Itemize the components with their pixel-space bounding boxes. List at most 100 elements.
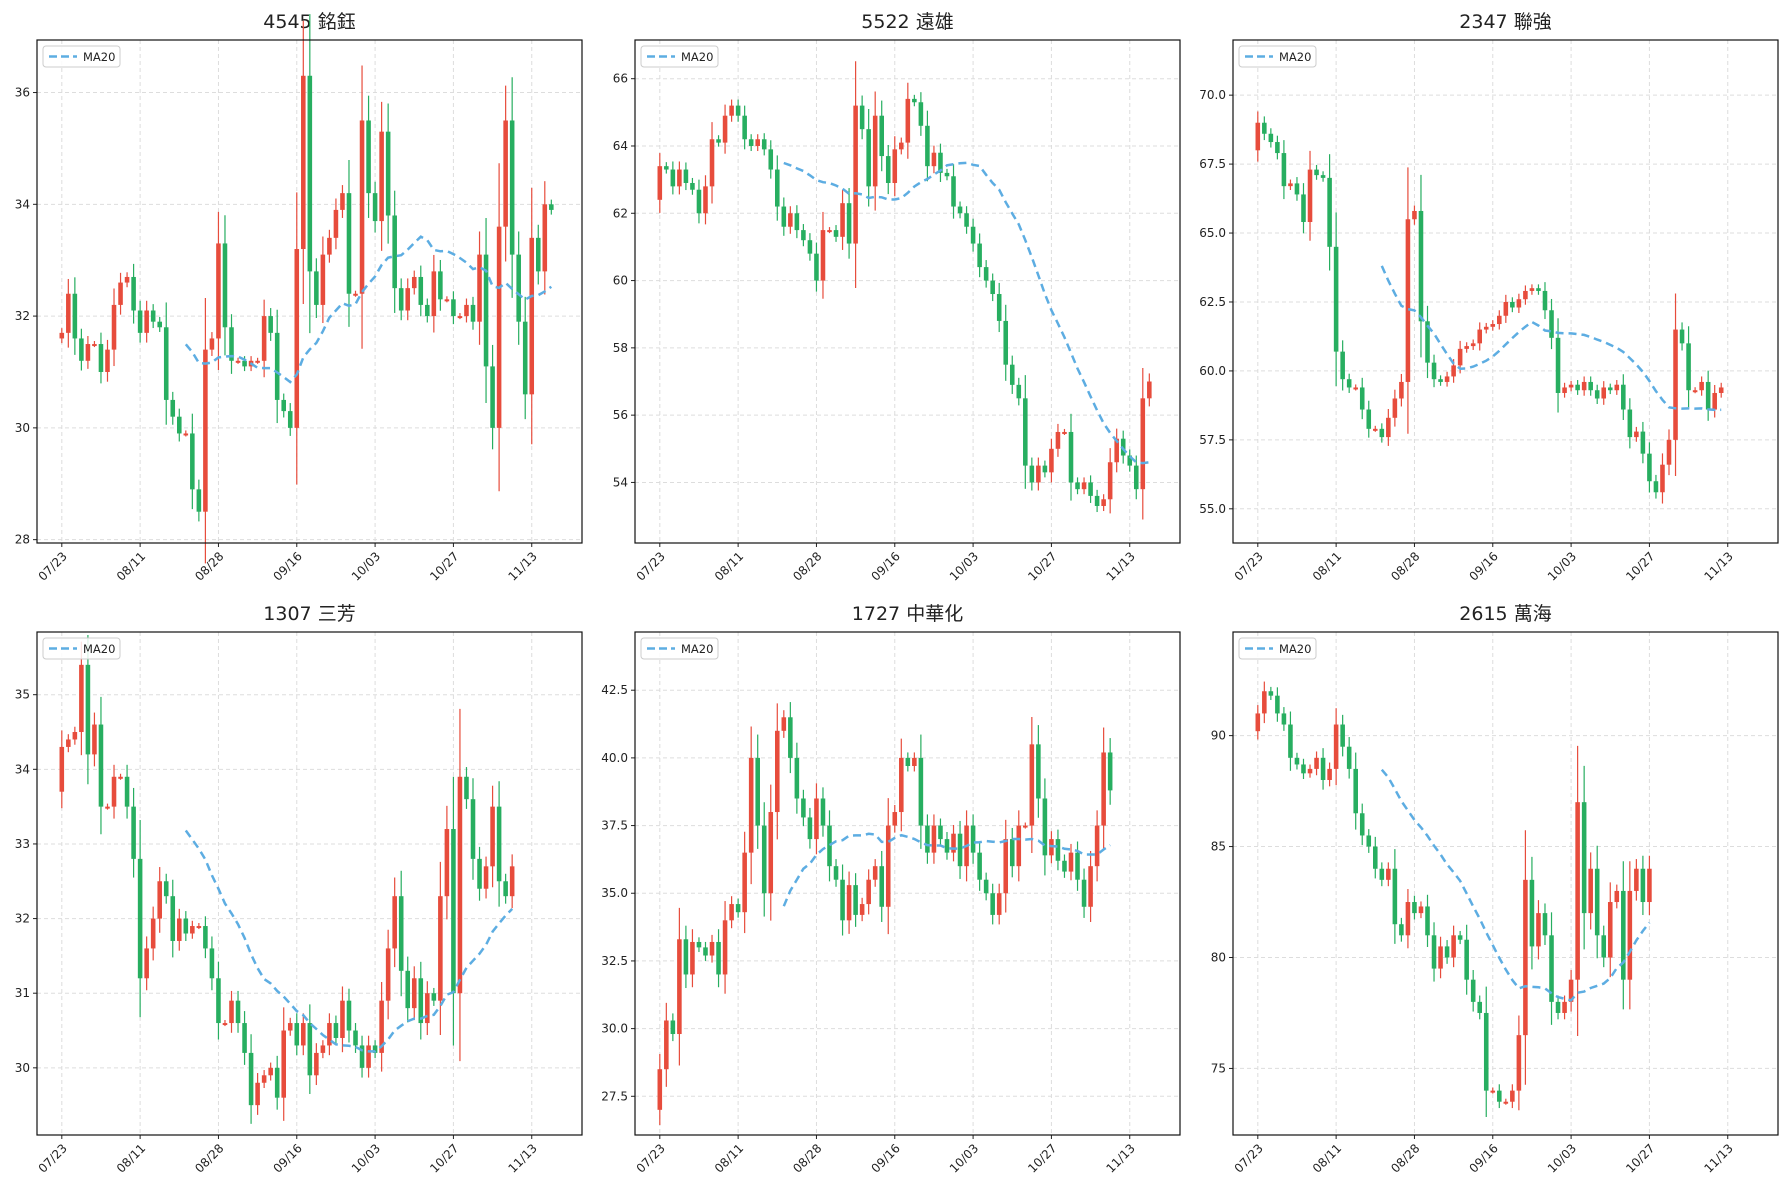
candle-up [1634, 431, 1639, 438]
candle-down [1029, 465, 1035, 483]
candle-up [1451, 935, 1456, 958]
candle-down [1268, 691, 1274, 696]
candle-up [892, 812, 898, 826]
candle-down [970, 825, 976, 853]
y-tick-label: 90 [1211, 729, 1226, 743]
candle-down [801, 230, 806, 241]
candle-down [137, 310, 143, 333]
candle-down [938, 825, 943, 840]
y-tick-label: 66 [613, 72, 628, 86]
candle-up [105, 806, 110, 809]
candle-down [242, 1023, 247, 1053]
candle-down [938, 152, 943, 173]
candle-down [1594, 868, 1600, 936]
candle-down [879, 115, 885, 157]
candle-down [1281, 153, 1287, 187]
candle-down [990, 280, 995, 295]
candle-up [1088, 866, 1093, 907]
candle-down [1621, 890, 1626, 980]
legend: MA20 [1238, 637, 1317, 660]
candle-up [92, 724, 97, 755]
candle-up [1503, 1101, 1509, 1104]
candle-down [163, 881, 169, 897]
candle-down [1366, 835, 1372, 847]
candle-up [177, 918, 182, 941]
candle-up [729, 904, 734, 921]
y-tick-label: 62 [613, 206, 628, 220]
candle-up [79, 664, 84, 733]
x-tick-label: 10/27 [1025, 1141, 1059, 1175]
candle-down [846, 203, 852, 244]
candle-up [1523, 290, 1528, 300]
candle-down [1346, 379, 1352, 388]
candle-up [255, 360, 260, 363]
candle-up [1614, 384, 1620, 391]
chart-panel: 5522 遠雄 54 56 58 60 62 64 66 07/23 08/11 08/28 09/1… [613, 11, 1181, 584]
candle-up [1029, 744, 1035, 826]
legend-box [42, 45, 121, 68]
y-tick-label: 27.5 [601, 1089, 628, 1103]
candle-up [111, 304, 117, 350]
plot-frame [1232, 39, 1779, 544]
x-tick-label: 07/23 [36, 1141, 70, 1175]
legend-box [1238, 45, 1317, 68]
candle-up [1692, 390, 1698, 393]
chart-title: 1307 三芳 [263, 603, 355, 625]
candle-up [118, 776, 123, 779]
candle-down [1542, 913, 1548, 936]
candle-down [1333, 246, 1339, 352]
candle-down [794, 213, 800, 231]
candle-down [1431, 935, 1437, 969]
candle-up [781, 717, 787, 731]
candle-down [664, 166, 669, 170]
y-tick-label: 28 [15, 533, 30, 547]
legend-label: MA20 [681, 642, 713, 656]
candle-down [735, 105, 741, 116]
candle-down [951, 176, 956, 207]
candle-up [1327, 768, 1332, 780]
candle-down [1036, 744, 1041, 799]
candle-down [222, 243, 228, 328]
candle-down [1301, 764, 1306, 774]
legend-box [640, 45, 719, 68]
candle-down [1088, 482, 1093, 496]
candle-down [1081, 879, 1087, 907]
candle-down [990, 893, 995, 915]
x-tick-label: 10/27 [1623, 549, 1657, 583]
candle-up [912, 757, 917, 767]
candle-up [905, 98, 911, 143]
candle-down [925, 825, 930, 853]
candle-up [1107, 462, 1113, 500]
candle-down [1529, 879, 1535, 947]
candle-up [892, 149, 898, 183]
candle-up [1660, 464, 1665, 493]
chart-title: 5522 遠雄 [861, 11, 953, 33]
candle-up [66, 293, 71, 333]
candle-up [92, 344, 97, 347]
candle-up [677, 169, 682, 187]
x-tick-label: 07/23 [634, 549, 668, 583]
candle-up [788, 213, 793, 227]
candle-down [1399, 924, 1404, 936]
candle-down [464, 776, 469, 800]
candle-down [781, 206, 787, 227]
candle-down [1542, 290, 1548, 311]
x-tick-label: 11/13 [1104, 1141, 1138, 1175]
candle-up [438, 896, 443, 1001]
candle-down [522, 321, 528, 395]
candle-down [1327, 177, 1332, 247]
candle-down [1023, 398, 1028, 466]
candle-up [340, 193, 345, 210]
candle-down [827, 825, 832, 867]
candle-up [1490, 1090, 1496, 1093]
candle-down [398, 288, 404, 311]
candle-down [294, 1023, 300, 1046]
candle-down [1055, 839, 1061, 861]
candle-up [183, 433, 189, 436]
candle-down [157, 321, 162, 328]
candle-up [327, 1023, 332, 1046]
candle-up [1062, 431, 1067, 434]
candle-up [1016, 825, 1022, 867]
candle-up [203, 349, 208, 512]
